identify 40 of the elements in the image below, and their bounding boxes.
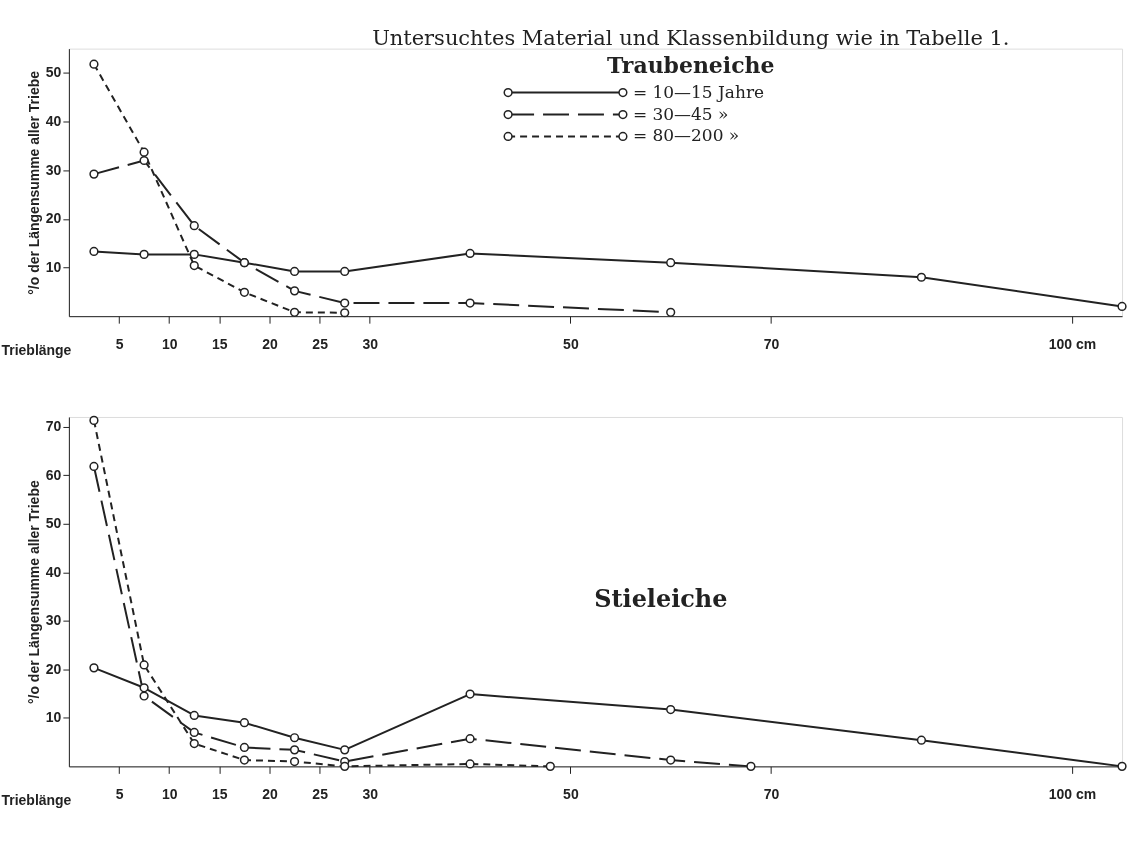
y-tick-label: 40 (45, 113, 62, 130)
x-tick-label: 100 cm (1048, 785, 1097, 802)
x-tick-label: 50 (563, 335, 579, 352)
x-tick-label: 5 (115, 785, 124, 802)
x-axis-title: Trieblänge (1, 791, 72, 808)
y-axis-title: °/o der Längensumme aller Triebe (25, 480, 42, 705)
y-tick-label: 70 (45, 418, 62, 435)
y-axis-title: °/o der Längensumme aller Triebe (25, 70, 42, 295)
x-tick-label: 10 (161, 335, 178, 352)
x-tick-label: 15 (212, 335, 228, 352)
x-tick-label: 5 (115, 335, 124, 352)
x-tick-label: 100 cm (1048, 335, 1097, 352)
x-tick-label: 10 (161, 785, 178, 802)
legend-label: = 80—200 » (632, 125, 740, 146)
x-tick-label: 50 (563, 785, 579, 802)
x-tick-label: 20 (262, 785, 278, 802)
chart-subtitle: Traubeneiche (607, 51, 775, 78)
x-tick-label: 70 (763, 785, 780, 802)
legend-label: = 30—45 » (632, 103, 729, 124)
y-tick-label: 10 (45, 259, 62, 276)
x-axis-title: Trieblänge (1, 341, 72, 358)
x-tick-label: 25 (312, 785, 329, 802)
y-tick-label: 20 (45, 660, 62, 677)
x-tick-label: 70 (763, 335, 780, 352)
y-tick-label: 50 (45, 64, 62, 81)
x-tick-label: 30 (362, 785, 379, 802)
x-tick-label: 15 (212, 785, 228, 802)
legend-label: = 10—15 Jahre (632, 81, 765, 102)
x-tick-label: 25 (312, 335, 329, 352)
x-tick-label: 30 (362, 335, 379, 352)
y-tick-label: 40 (45, 563, 62, 580)
chart-title: Untersuchtes Material und Klassenbildung wie in Tabelle 1. (372, 25, 1010, 50)
y-tick-label: 10 (45, 709, 62, 726)
y-tick-label: 30 (45, 612, 62, 629)
x-tick-label: 20 (262, 335, 278, 352)
y-tick-label: 20 (45, 210, 62, 227)
y-tick-label: 30 (45, 161, 62, 178)
text: Stieleiche (594, 584, 728, 613)
y-tick-label: 50 (45, 515, 62, 532)
y-tick-label: 60 (45, 466, 62, 483)
